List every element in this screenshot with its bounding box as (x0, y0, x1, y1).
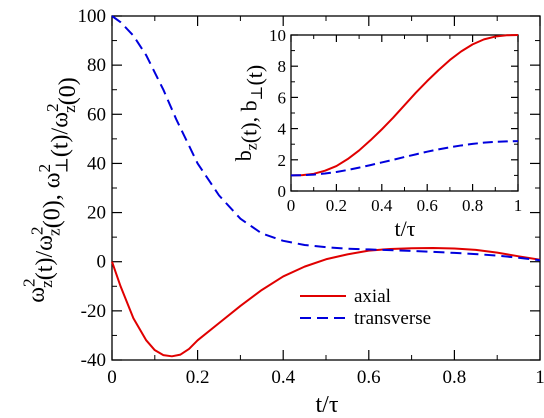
legend-label-axial: axial (354, 286, 391, 307)
inset-series-curve-1-line (290, 34, 519, 177)
main-series-axial-line (111, 246, 541, 358)
inset-y-tick-label: 10 (269, 26, 286, 45)
main-series-transverse-line (111, 15, 541, 262)
main-y-axis-title: ω2z(t)/ω2z(0), ω2⊥(t)/ω2z(0) (19, 77, 81, 303)
inset-y-tick-label: 2 (278, 151, 287, 170)
main-x-tick-label: 0.6 (357, 367, 381, 388)
main-x-tick-label: 0.8 (443, 367, 467, 388)
inset-x-tick-label: 0.8 (462, 196, 483, 215)
inset-plot-frame (290, 34, 519, 192)
inset-series-curve-2-line (290, 140, 519, 177)
inset-y-tick-label: 4 (278, 120, 287, 139)
main-y-tick-label: -20 (81, 301, 106, 322)
main-x-tick-label: 1 (535, 367, 544, 388)
main-y-tick-label: 40 (87, 153, 106, 174)
inset-y-tick-label: 6 (278, 88, 287, 107)
main-x-tick-label: 0.2 (186, 367, 210, 388)
main-y-tick-label: 80 (87, 55, 106, 76)
main-y-tick-label: 20 (87, 203, 106, 224)
main-x-axis-title: t/τ (316, 392, 339, 418)
inset-y-axis-title: bz(t), b⊥(t) (231, 65, 267, 161)
inset-x-axis-title: t/τ (394, 216, 415, 241)
inset-x-tick-label: 0.4 (371, 196, 393, 215)
inset-x-tick-label: 0.6 (417, 196, 438, 215)
inset-x-tick-label: 1 (514, 196, 523, 215)
main-x-tick-label: 0.4 (271, 367, 295, 388)
inset-x-tick-label: 0 (287, 196, 296, 215)
inset-y-tick-label: 8 (278, 57, 287, 76)
main-y-tick-label: 0 (97, 252, 107, 273)
main-y-tick-label: 60 (87, 104, 106, 125)
main-x-tick-label: 0 (107, 367, 117, 388)
legend-label-transverse: transverse (354, 308, 431, 329)
main-y-tick-label: 100 (78, 6, 107, 27)
inset-x-tick-label: 0.2 (326, 196, 347, 215)
inset-y-tick-label: 0 (278, 182, 287, 201)
main-y-tick-label: -40 (81, 350, 106, 371)
